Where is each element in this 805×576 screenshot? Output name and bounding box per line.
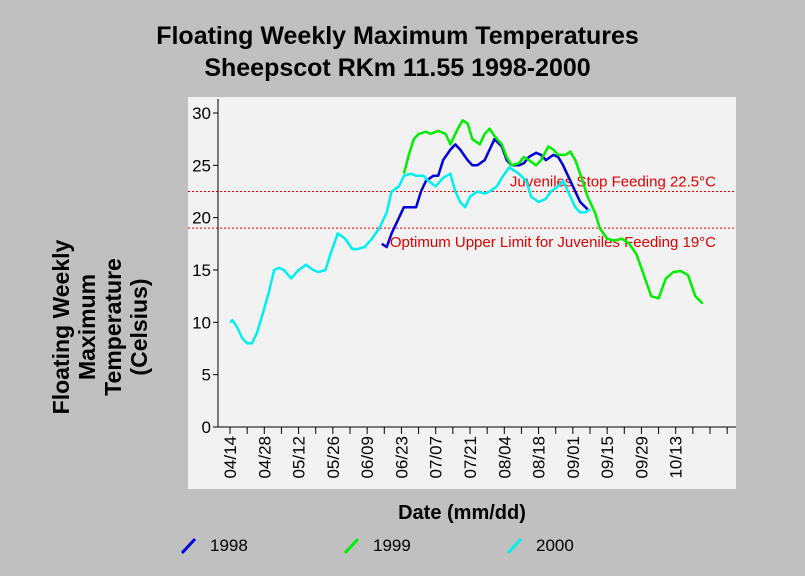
legend-swatch <box>506 537 523 555</box>
series-line-1999 <box>402 119 704 305</box>
series-line-1998 <box>381 137 589 249</box>
x-tick-label: 09/01 <box>564 436 583 479</box>
legend-swatch <box>343 537 360 555</box>
y-tick-label: 0 <box>202 418 211 437</box>
x-tick-label: 07/07 <box>427 436 446 479</box>
reference-line-label: Optimum Upper Limit for Juveniles Feedin… <box>390 234 716 251</box>
legend-label: 2000 <box>536 536 574 555</box>
x-tick-label: 08/04 <box>495 436 514 479</box>
y-tick-label: 5 <box>202 366 211 385</box>
series-line-2000 <box>229 166 591 345</box>
y-tick-label: 25 <box>192 156 211 175</box>
x-tick-label: 04/28 <box>255 436 274 479</box>
legend-label: 1999 <box>373 536 411 555</box>
x-tick-label: 05/26 <box>324 436 343 479</box>
x-axis-label: Date (mm/dd) <box>398 502 526 524</box>
x-tick-label: 05/12 <box>290 436 309 479</box>
plot-background <box>188 97 736 489</box>
legend-label: 1998 <box>210 536 248 555</box>
x-tick-label: 09/15 <box>598 436 617 479</box>
x-tick-label: 09/29 <box>632 436 651 479</box>
x-tick-label: 08/18 <box>530 436 549 479</box>
chart-title: Floating Weekly Maximum Temperatures <box>156 22 639 50</box>
y-tick-label: 15 <box>192 261 211 280</box>
y-tick-label: 30 <box>192 104 211 123</box>
reference-line-label: Juveniles Stop Feeding 22.5°C <box>510 174 716 191</box>
y-tick-label: 10 <box>192 313 211 332</box>
x-tick-label: 06/09 <box>358 436 377 479</box>
x-tick-label: 04/14 <box>221 436 240 479</box>
y-tick-label: 20 <box>192 209 211 228</box>
chart-subtitle: Sheepscot RKm 11.55 1998-2000 <box>204 54 591 82</box>
x-tick-label: 10/13 <box>667 436 686 479</box>
legend-swatch <box>180 537 197 555</box>
x-tick-label: 06/23 <box>392 436 411 479</box>
x-tick-label: 07/21 <box>461 436 480 479</box>
